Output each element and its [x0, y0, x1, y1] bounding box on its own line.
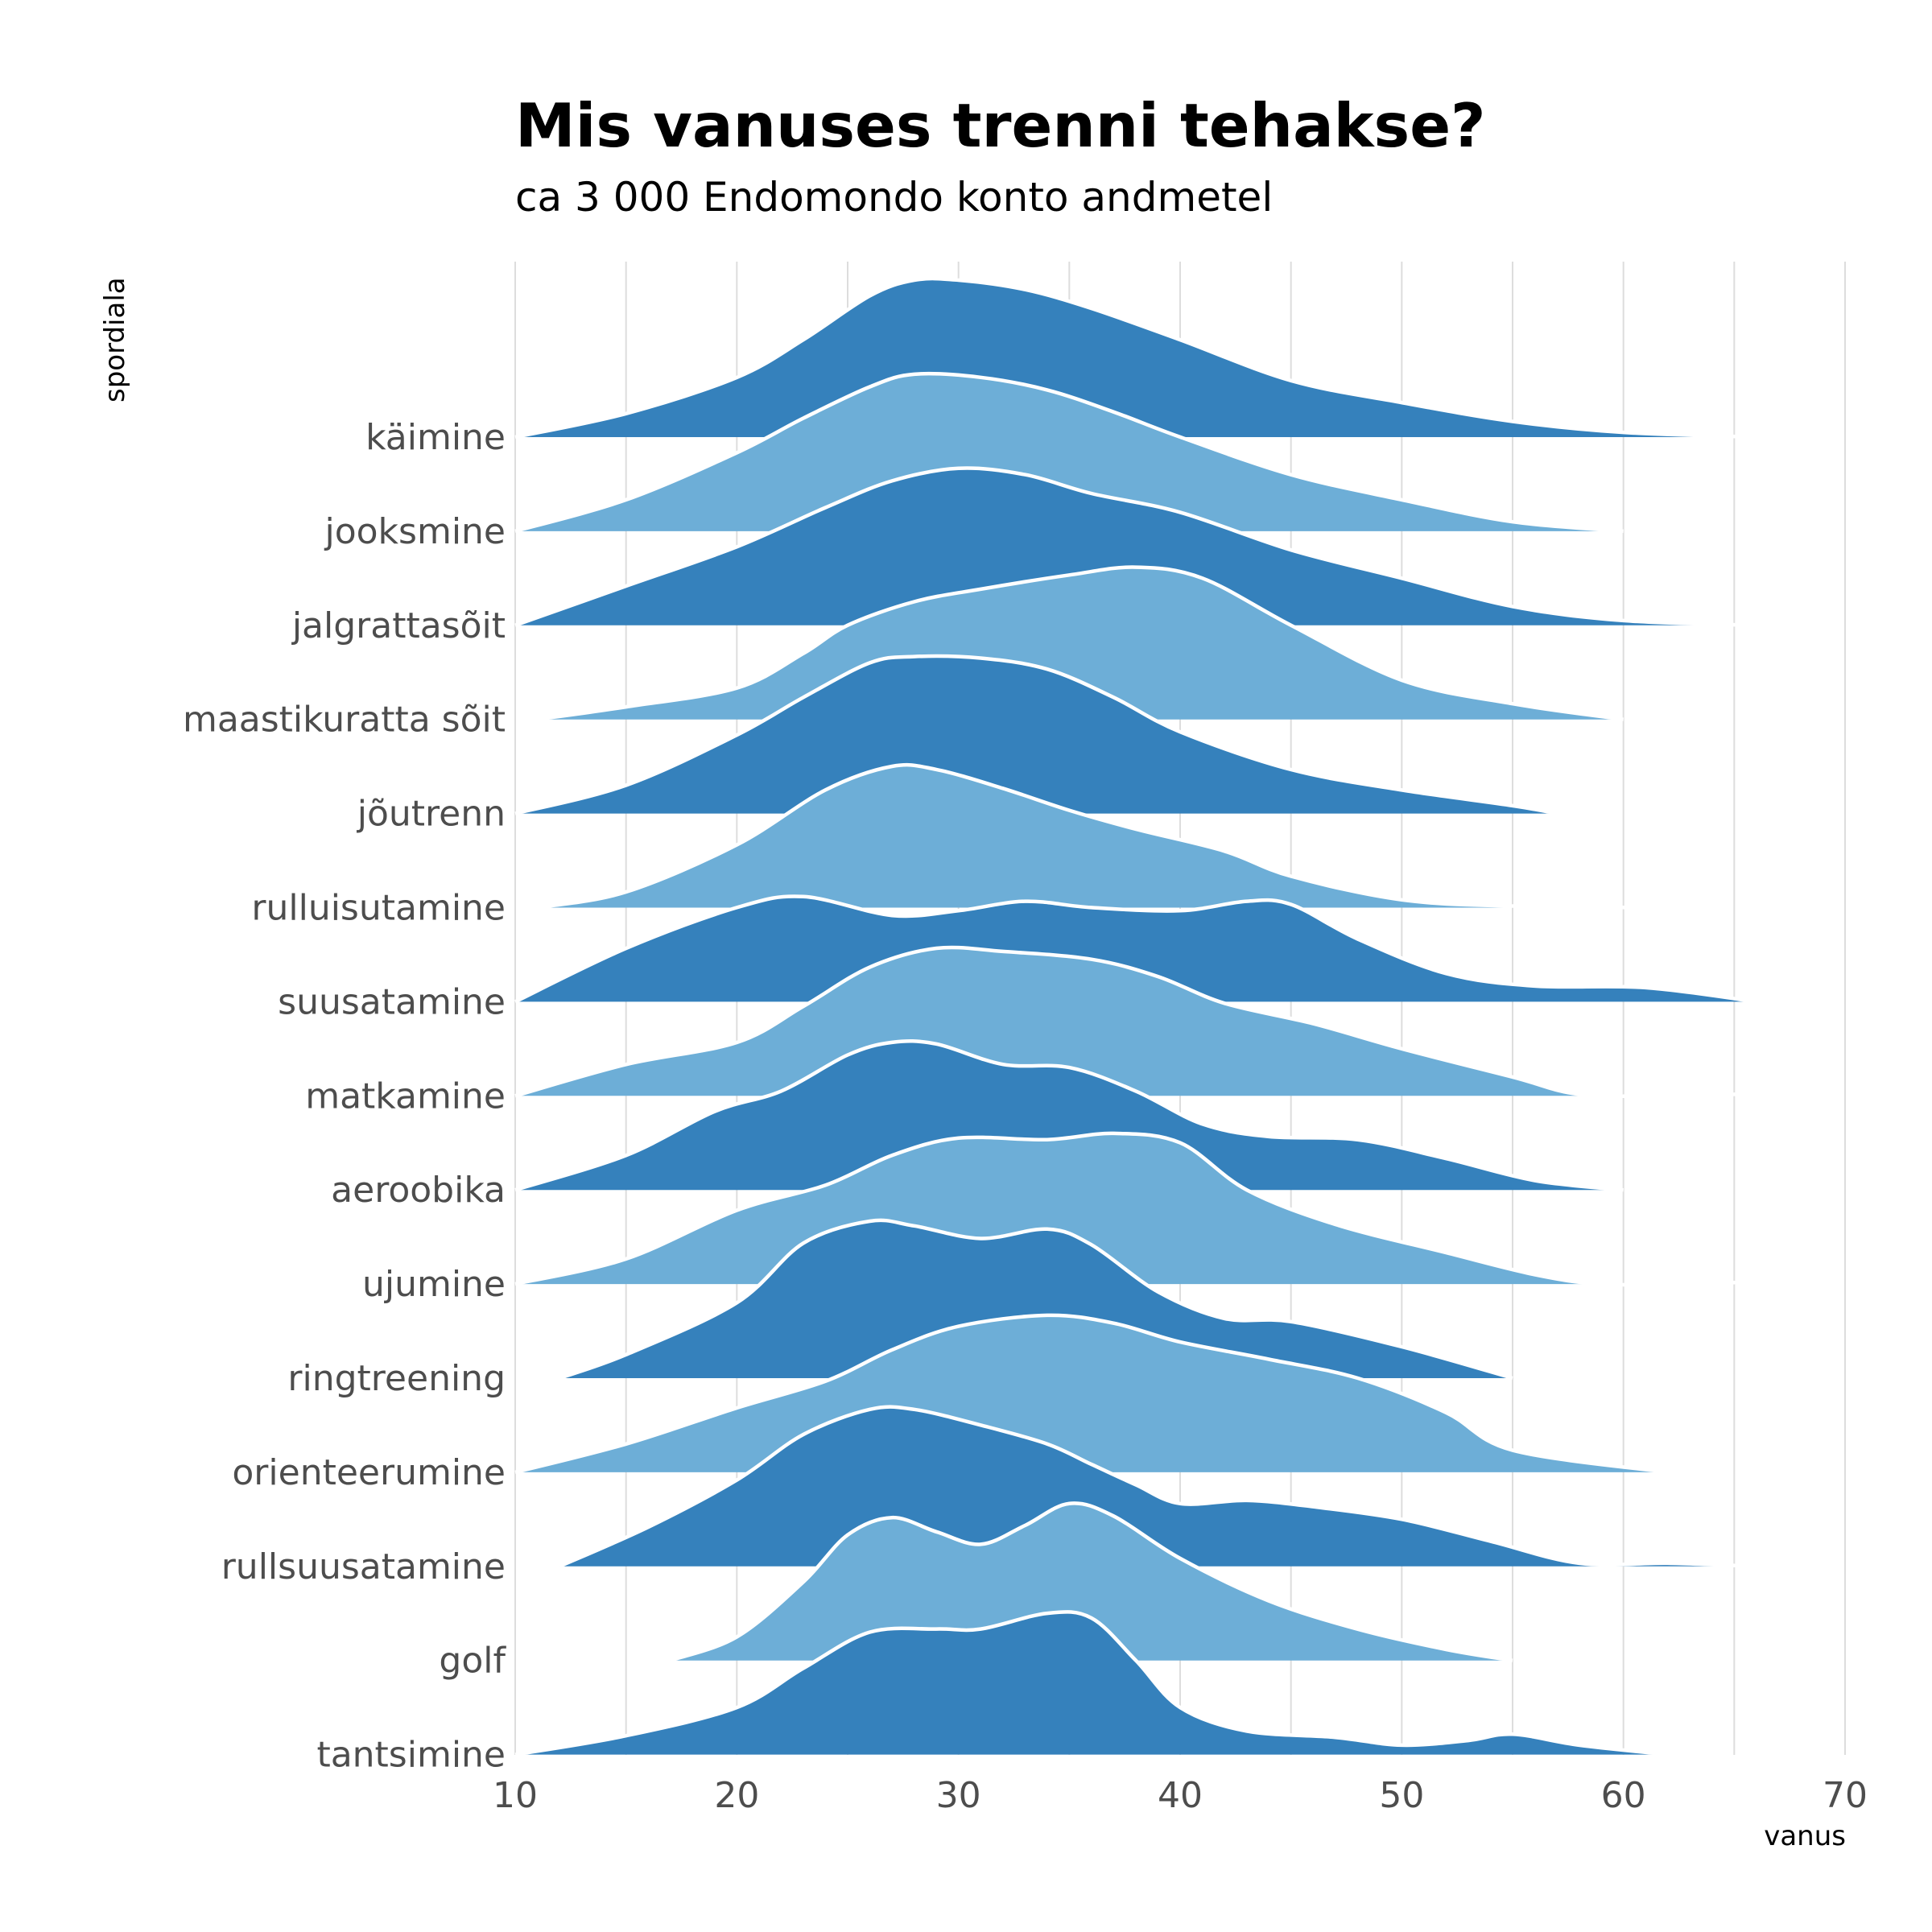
ridges [514, 276, 1801, 1757]
ridge-outline-matkamine [514, 945, 1779, 1099]
x-axis-ticks: 10 20 30 40 50 60 70 [493, 1775, 1868, 1816]
ridge-area-käimine [515, 279, 1757, 437]
ridge-outline-jooksmine [514, 371, 1624, 534]
category-label: maastikuratta sõit [183, 700, 506, 741]
x-tick-label: 50 [1379, 1775, 1424, 1816]
category-label: rulluisutamine [251, 888, 506, 929]
ridge-area-matkamine [515, 947, 1779, 1096]
category-label: orienteerumine [232, 1452, 506, 1493]
ridge-area-jalgrattasõit [515, 468, 1757, 625]
category-label: käimine [365, 417, 506, 458]
category-label: rullsuusatamine [221, 1546, 506, 1587]
ridge-area-jooksmine [515, 374, 1624, 531]
ridge-outline-jõutrenn [514, 654, 1558, 815]
category-label: aeroobika [331, 1170, 506, 1211]
ridge-area-aeroobika [515, 1041, 1624, 1191]
y-axis-title: spordiala [99, 277, 131, 402]
ridge-outline-ringtreening [559, 1218, 1513, 1381]
ridge-outline-orienteerumine [514, 1313, 1669, 1475]
y-axis-labels: käimine jooksmine jalgrattasõit maastikurat… [183, 417, 507, 1776]
category-label: ujumine [362, 1264, 506, 1305]
x-tick-label: 20 [714, 1775, 759, 1816]
category-label: matkamine [305, 1075, 506, 1117]
category-label: jalgrattasõit [291, 605, 506, 646]
ridge-outline-maastikuratta-sõit [537, 565, 1624, 721]
ridge-area-rulluisutamine [537, 765, 1668, 908]
ridge-area-suusatamine [515, 896, 1757, 1002]
category-label: ringtreening [287, 1358, 506, 1399]
chart-title: Mis vanuses trenni tehakse? [515, 90, 1486, 161]
ridge-outline-rullsuusatamine [559, 1405, 1757, 1569]
ridge-outline-suusatamine [514, 894, 1757, 1004]
x-tick-label: 70 [1823, 1775, 1868, 1816]
x-tick-label: 10 [493, 1775, 538, 1816]
ridge-area-golf [670, 1503, 1513, 1661]
ridge-outline-jalgrattasõit [514, 466, 1757, 628]
ridge-outline-golf [669, 1501, 1513, 1662]
ridge-outline-aeroobika [514, 1039, 1624, 1192]
ridge-area-ringtreening [559, 1220, 1513, 1378]
ridge-area-jõutrenn [515, 656, 1558, 814]
x-tick-label: 40 [1158, 1775, 1203, 1816]
category-label: jooksmine [324, 511, 506, 552]
chart-subtitle: ca 3 000 Endomondo konto andmetel [515, 174, 1273, 221]
x-tick-label: 60 [1601, 1775, 1646, 1816]
category-label: tantsimine [316, 1735, 506, 1776]
ridge-outline-tantsimine [514, 1610, 1668, 1757]
x-axis-title: vanus [1764, 1820, 1846, 1852]
ridge-outline-ujumine [514, 1131, 1801, 1287]
category-label: suusatamine [278, 981, 506, 1022]
x-tick-label: 30 [936, 1775, 981, 1816]
category-label: golf [439, 1641, 506, 1682]
ridge-area-maastikuratta-sõit [537, 567, 1624, 720]
ridge-outline-käimine [514, 276, 1757, 440]
ridge-outline-rulluisutamine [537, 762, 1668, 910]
category-label: jõutrenn [357, 794, 506, 835]
ridge-area-tantsimine [515, 1612, 1668, 1755]
